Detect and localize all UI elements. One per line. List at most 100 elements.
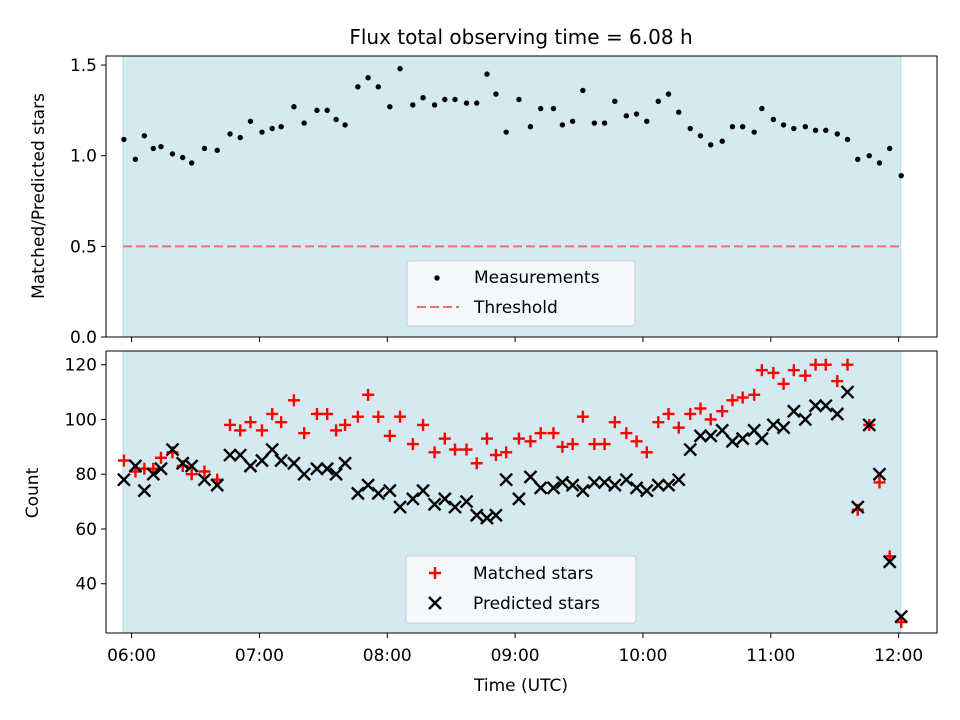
matched-star-point: [244, 416, 257, 429]
matched-star-point: [480, 432, 493, 445]
measurement-point: [580, 87, 586, 94]
predicted-star-point: [651, 478, 666, 493]
predicted-star-point: [683, 442, 698, 457]
measurement-point: [121, 136, 127, 143]
measurement-point: [201, 145, 208, 152]
matched-star-point: [873, 476, 886, 489]
x-tick-label: 09:00: [491, 646, 540, 666]
matched-star-point: [438, 432, 451, 445]
legend-measurements-label: Measurements: [474, 268, 600, 288]
predicted-star-point: [197, 472, 212, 487]
legend-matched-marker: [429, 567, 441, 579]
matched-star-point: [576, 410, 589, 423]
matched-star-point: [287, 394, 300, 407]
matched-star-point: [524, 435, 537, 448]
x-tick-label: 11:00: [746, 646, 795, 666]
measurement-point: [503, 129, 509, 135]
predicted-star-point: [776, 420, 791, 435]
predicted-star-point: [427, 497, 442, 512]
predicted-star-point: [755, 431, 769, 446]
matched-star-point: [736, 391, 749, 404]
predicted-star-point: [480, 511, 494, 525]
predicted-star-point: [798, 412, 813, 427]
measurement-point: [601, 120, 608, 126]
matched-star-point: [831, 375, 844, 388]
predicted-star-point: [830, 407, 845, 421]
predicted-star-point: [437, 491, 452, 506]
matched-star-point: [672, 421, 685, 434]
y-tick-label: 60: [75, 520, 97, 540]
predicted-star-point: [786, 404, 801, 419]
matched-star-point: [255, 424, 268, 437]
predicted-star-point: [882, 554, 897, 569]
measurement-point: [537, 105, 544, 112]
predicted-star-point: [393, 500, 407, 514]
bottom-panel: 40 60 80 100 120 06:00 07:00 08:00 09:00 10:00 11…: [23, 350, 938, 696]
matched-star-point: [198, 465, 211, 478]
measurement-point: [516, 96, 522, 103]
y-tick-label: 100: [65, 410, 97, 430]
matched-star-point: [275, 416, 288, 429]
matched-star-point: [547, 427, 560, 440]
measurement-point: [474, 100, 480, 106]
matched-star-point: [310, 407, 323, 420]
predicted-star-point: [405, 491, 420, 506]
measurement-point: [141, 133, 148, 139]
predicted-star-point: [274, 453, 288, 468]
measurement-point: [855, 156, 861, 163]
matched-star-point: [556, 440, 569, 453]
predicted-star-point: [175, 456, 190, 471]
predicted-star-point: [725, 434, 740, 449]
predicted-star-point: [872, 467, 887, 482]
matched-star-point: [726, 394, 739, 407]
measurement-point: [452, 96, 458, 103]
legend-measurements-marker: [434, 275, 440, 281]
matched-star-point: [534, 427, 547, 440]
measurement-point: [676, 109, 682, 115]
predicted-star-point: [310, 461, 324, 476]
matched-star-point: [470, 457, 483, 470]
matched-star-point: [684, 407, 697, 420]
measurement-point: [150, 145, 157, 152]
predicted-star-point: [703, 429, 718, 443]
top-legend: Measurements Threshold: [406, 260, 636, 327]
y-tick-label: 0.5: [70, 237, 97, 257]
y-tick-label: 1.0: [70, 147, 97, 167]
x-axis-label: Time (UTC): [473, 676, 568, 696]
measurement-point: [844, 136, 851, 143]
predicted-star-point: [818, 398, 833, 413]
legend-threshold-label: Threshold: [473, 298, 558, 318]
measurement-point: [665, 91, 672, 97]
matched-star-point: [500, 446, 513, 459]
matched-star-point: [809, 358, 822, 371]
matched-star-point: [620, 427, 633, 440]
predicted-star-point: [233, 448, 248, 462]
predicted-star-point: [523, 470, 538, 484]
measurement-point: [493, 91, 499, 97]
matched-star-point: [704, 413, 717, 426]
measurement-point: [655, 98, 661, 105]
measurement-point: [527, 124, 534, 130]
predicted-star-point: [448, 500, 462, 514]
y-tick-label: 1.5: [70, 56, 97, 76]
matched-star-point: [566, 438, 579, 451]
matched-star-point: [117, 454, 130, 467]
predicted-star-point: [715, 423, 730, 438]
matched-star-point: [489, 449, 502, 462]
matched-star-point: [819, 358, 832, 371]
measurement-point: [780, 122, 787, 128]
measurement-point: [550, 105, 557, 112]
predicted-star-point: [840, 385, 855, 399]
predicted-star-point: [555, 475, 570, 490]
measurement-point: [269, 125, 275, 132]
matched-star-point: [330, 424, 343, 437]
matched-star-point: [652, 416, 665, 429]
matched-star-point: [383, 429, 396, 442]
measurement-point: [442, 96, 448, 103]
predicted-star-point: [499, 472, 514, 487]
predicted-star-point: [371, 486, 386, 501]
measurement-point: [729, 124, 736, 130]
matched-star-point: [755, 364, 768, 377]
x-tick-label: 10:00: [618, 646, 667, 666]
measurement-point: [342, 122, 348, 128]
